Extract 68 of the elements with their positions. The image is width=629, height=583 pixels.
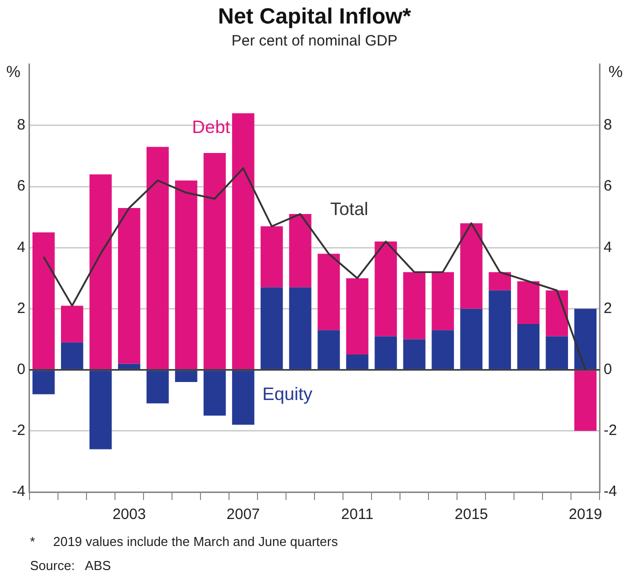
y2-tick-label: 0: [604, 360, 612, 378]
bar: [517, 324, 540, 370]
y-tick-label: 2: [16, 300, 26, 317]
y2-tick-label: -4: [604, 483, 618, 500]
bar: [118, 364, 140, 370]
bar: [546, 336, 568, 370]
x-tick-label: 2003: [112, 506, 146, 524]
y2-tick-label: 6: [604, 178, 612, 195]
bar: [146, 370, 169, 404]
bar: [289, 287, 312, 370]
bar: [346, 278, 368, 355]
text: * 2019 values include the March and June quarters: [30, 533, 338, 551]
bar: [546, 290, 568, 336]
bar: [403, 339, 426, 370]
bar: [488, 272, 511, 290]
bar: [488, 290, 511, 370]
bar: [432, 272, 454, 330]
bar: [60, 306, 84, 342]
bar: [574, 370, 597, 431]
series-label: Total: [330, 199, 368, 220]
bar: [118, 208, 140, 364]
x-tick-label: 2007: [226, 506, 260, 524]
y2-tick-label: 8: [604, 116, 612, 134]
y-tick-label: 0: [16, 360, 26, 378]
bar: [32, 232, 55, 370]
bar: [574, 308, 597, 370]
bar: [403, 272, 426, 340]
y-tick-label: -2: [12, 422, 26, 440]
y-tick-label: 8: [16, 116, 26, 134]
bar: [318, 254, 340, 330]
y-tick-label: -4: [12, 483, 26, 500]
bar: [260, 287, 283, 370]
bar: [204, 152, 226, 370]
y-axis-title: %: [6, 64, 20, 81]
bar: [346, 354, 368, 370]
bar: [146, 146, 169, 370]
x-tick-label: 2015: [454, 506, 488, 524]
bar: [32, 370, 55, 394]
y-tick-label: 6: [16, 178, 26, 195]
bar: [175, 180, 198, 370]
bar: [432, 330, 454, 370]
y2-tick-label: 4: [604, 238, 612, 256]
series-label: Debt: [192, 117, 230, 138]
bar: [374, 242, 397, 336]
y2-axis-title: %: [608, 64, 623, 81]
bar: [90, 370, 112, 450]
bar: [517, 281, 540, 324]
bar: [90, 174, 112, 370]
x-tick-label: 2019: [568, 506, 602, 524]
y2-tick-label: 2: [604, 300, 612, 317]
bar: [318, 330, 340, 370]
bar: [289, 214, 312, 288]
bar: [204, 370, 226, 416]
bar: [232, 370, 254, 425]
y-tick-label: 4: [16, 238, 26, 256]
bar: [374, 336, 397, 370]
series-label: Equity: [262, 384, 312, 404]
y2-tick-label: -2: [604, 422, 618, 440]
x-tick-label: 2011: [341, 506, 374, 524]
bar: [460, 308, 482, 370]
bar: [175, 370, 198, 382]
bar: [460, 223, 482, 309]
bar: [60, 342, 84, 370]
chart-subtitle: Per cent of nominal GDP: [232, 32, 398, 50]
bar: [260, 226, 283, 288]
chart-title: Net Capital Inflow*: [218, 3, 412, 28]
source-note: Source: ABS: [30, 557, 112, 575]
bar: [232, 113, 254, 370]
